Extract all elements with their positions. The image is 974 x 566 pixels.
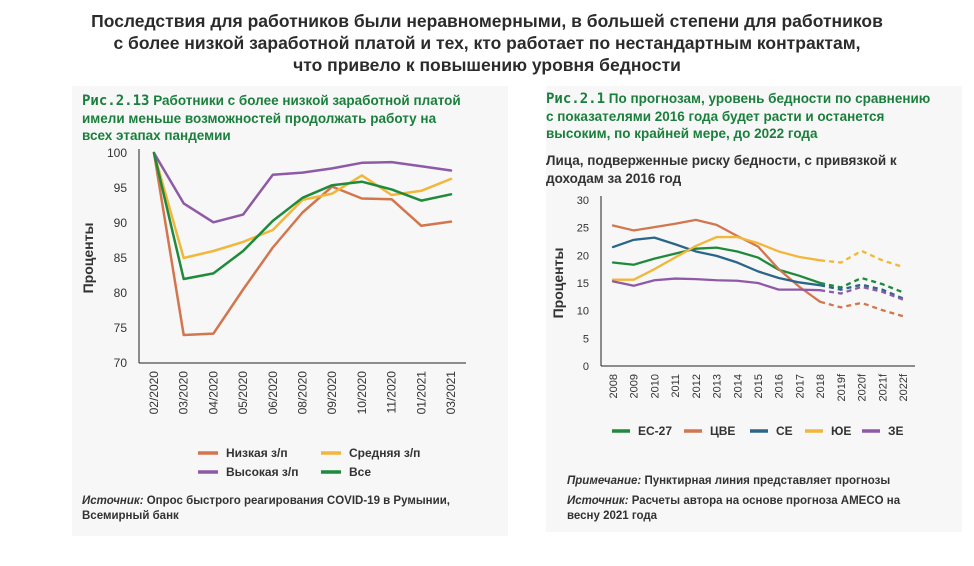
y-tick-label: 80 [114,286,128,300]
right-source-label: Источник: [567,495,629,507]
series-line-се [611,236,822,287]
series-line-зе [611,277,822,292]
y-tick-label: 85 [114,251,128,265]
series-line-высокая-з-п [152,151,453,224]
left-panel-background [72,86,508,536]
x-tick-label: 2020f [857,373,869,401]
left-title-line-3: всех этапах пандемии [82,128,231,143]
series-forecast-цве [819,300,904,318]
y-tick-label: 100 [107,146,127,160]
right-title-line-2: с показателями 2016 года будет расти и о… [546,109,885,124]
x-tick-label: 10/2020 [355,371,369,415]
y-tick-label: 10 [577,306,589,318]
series-forecast-юе [820,249,904,269]
right-source-note: Источник: Расчеты автора на основе прогн… [567,494,957,524]
y-tick-label: 0 [583,361,589,373]
x-tick-label: 01/2021 [414,371,428,415]
y-axis-label: Проценты [80,223,96,294]
legend-label-высокая-з-п: Высокая з/п [226,465,298,479]
headline-line-2: с более низкой заработной платой и тех, … [113,33,861,53]
y-tick-label: 90 [114,216,128,230]
x-tick-label: 09/2020 [325,371,339,415]
legend-label-цве: ЦВЕ [710,424,735,438]
left-source-note: Источник: Опрос быстрого реагирования CO… [82,494,502,524]
legend-label-юе: ЮЕ [831,424,851,438]
left-title-line-2: имели меньше возможностей продолжать раб… [82,111,437,126]
y-tick-label: 30 [577,195,589,207]
x-tick-label: 2013 [712,374,724,398]
x-tick-label: 2015 [753,374,765,398]
legend-label-низкая-з-п: Низкая з/п [226,446,288,460]
x-tick-label: 2017 [794,374,806,398]
series-line-цве [611,218,822,303]
headline-line-3: что привело к повышению уровня бедности [293,55,681,75]
x-tick-label: 2019f [836,373,848,401]
x-tick-label: 03/2020 [177,371,191,415]
y-tick-label: 25 [577,223,589,235]
x-tick-label: 2011 [670,374,682,398]
left-title-line-1: Работники с более низкой заработной плат… [153,93,461,108]
x-tick-label: 2010 [649,374,661,398]
left-figure-number: Рис.2.13 [82,93,150,109]
right-subtitle-line-2: доходам за 2016 год [546,171,682,186]
legend-label-средняя-з-п: Средняя з/п [349,446,420,460]
right-note-text: Пунктирная линия представляет прогнозы [644,475,891,487]
x-tick-label: 2016 [774,374,786,398]
right-source-text-2: весну 2021 года [567,510,658,522]
right-chart-subtitle: Лица, подверженные риску бедности, с при… [546,152,962,188]
x-tick-label: 2014 [732,374,744,398]
x-tick-label: 05/2020 [236,371,250,415]
x-tick-label: 03/2021 [444,371,458,415]
series-line-низкая-з-п [152,151,453,337]
legend-label-все: Все [349,465,371,479]
y-tick-label: 75 [114,321,128,335]
x-tick-label: 11/2020 [385,371,399,414]
y-tick-label: 70 [114,356,128,370]
y-axis-label: Проценты [550,248,566,319]
x-tick-label: 2008 [608,374,620,398]
right-figure-number: Рис.2.1 [546,91,606,107]
y-tick-label: 95 [114,181,128,195]
right-forecast-note: Примечание: Пунктирная линия представляе… [567,474,957,489]
legend-label-зе: ЗЕ [888,424,904,438]
x-tick-label: 2022f [898,373,910,401]
x-tick-label: 08/2020 [296,371,310,415]
right-subtitle-line-1: Лица, подверженные риску бедности, с при… [546,153,897,168]
right-source-text-1: Расчеты автора на основе прогноза AMECO … [631,495,901,507]
x-tick-label: 2021f [877,373,889,401]
left-source-text-2: Всемирный банк [82,510,179,522]
right-title-line-1: По прогнозам, уровень бедности по сравне… [608,91,931,106]
right-note-label: Примечание: [567,475,642,487]
right-panel-background [546,86,962,532]
series-line-юе [611,235,822,281]
right-title-line-3: высоким, по крайней мере, до 2022 года [546,126,818,141]
legend-label-се: СЕ [776,424,793,438]
x-tick-label: 06/2020 [266,371,280,415]
x-tick-label: 02/2020 [147,371,161,415]
left-source-label: Источник: [82,495,144,507]
series-line-все [152,151,453,281]
x-tick-label: 2009 [629,374,641,398]
y-tick-label: 5 [583,333,589,345]
right-figure-title: Рис.2.1 По прогнозам, уровень бедности п… [546,90,962,142]
legend-label-ес-27: ЕС-27 [638,424,672,438]
x-tick-label: 2012 [691,374,703,398]
left-source-text-1: Опрос быстрого реагирования COVID-19 в Р… [146,495,450,507]
series-line-ес-27 [611,246,822,285]
headline-line-1: Последствия для работников были неравном… [91,11,883,31]
x-tick-label: 2018 [815,374,827,398]
slide-headline: Последствия для работников были неравном… [30,10,944,76]
y-tick-label: 15 [577,278,589,290]
y-tick-label: 20 [577,250,589,262]
series-forecast-ес-27 [819,276,904,294]
series-forecast-зе [819,285,904,301]
x-tick-label: 04/2020 [206,371,220,415]
left-figure-title: Рис.2.13 Работники с более низкой зарабо… [82,92,502,144]
